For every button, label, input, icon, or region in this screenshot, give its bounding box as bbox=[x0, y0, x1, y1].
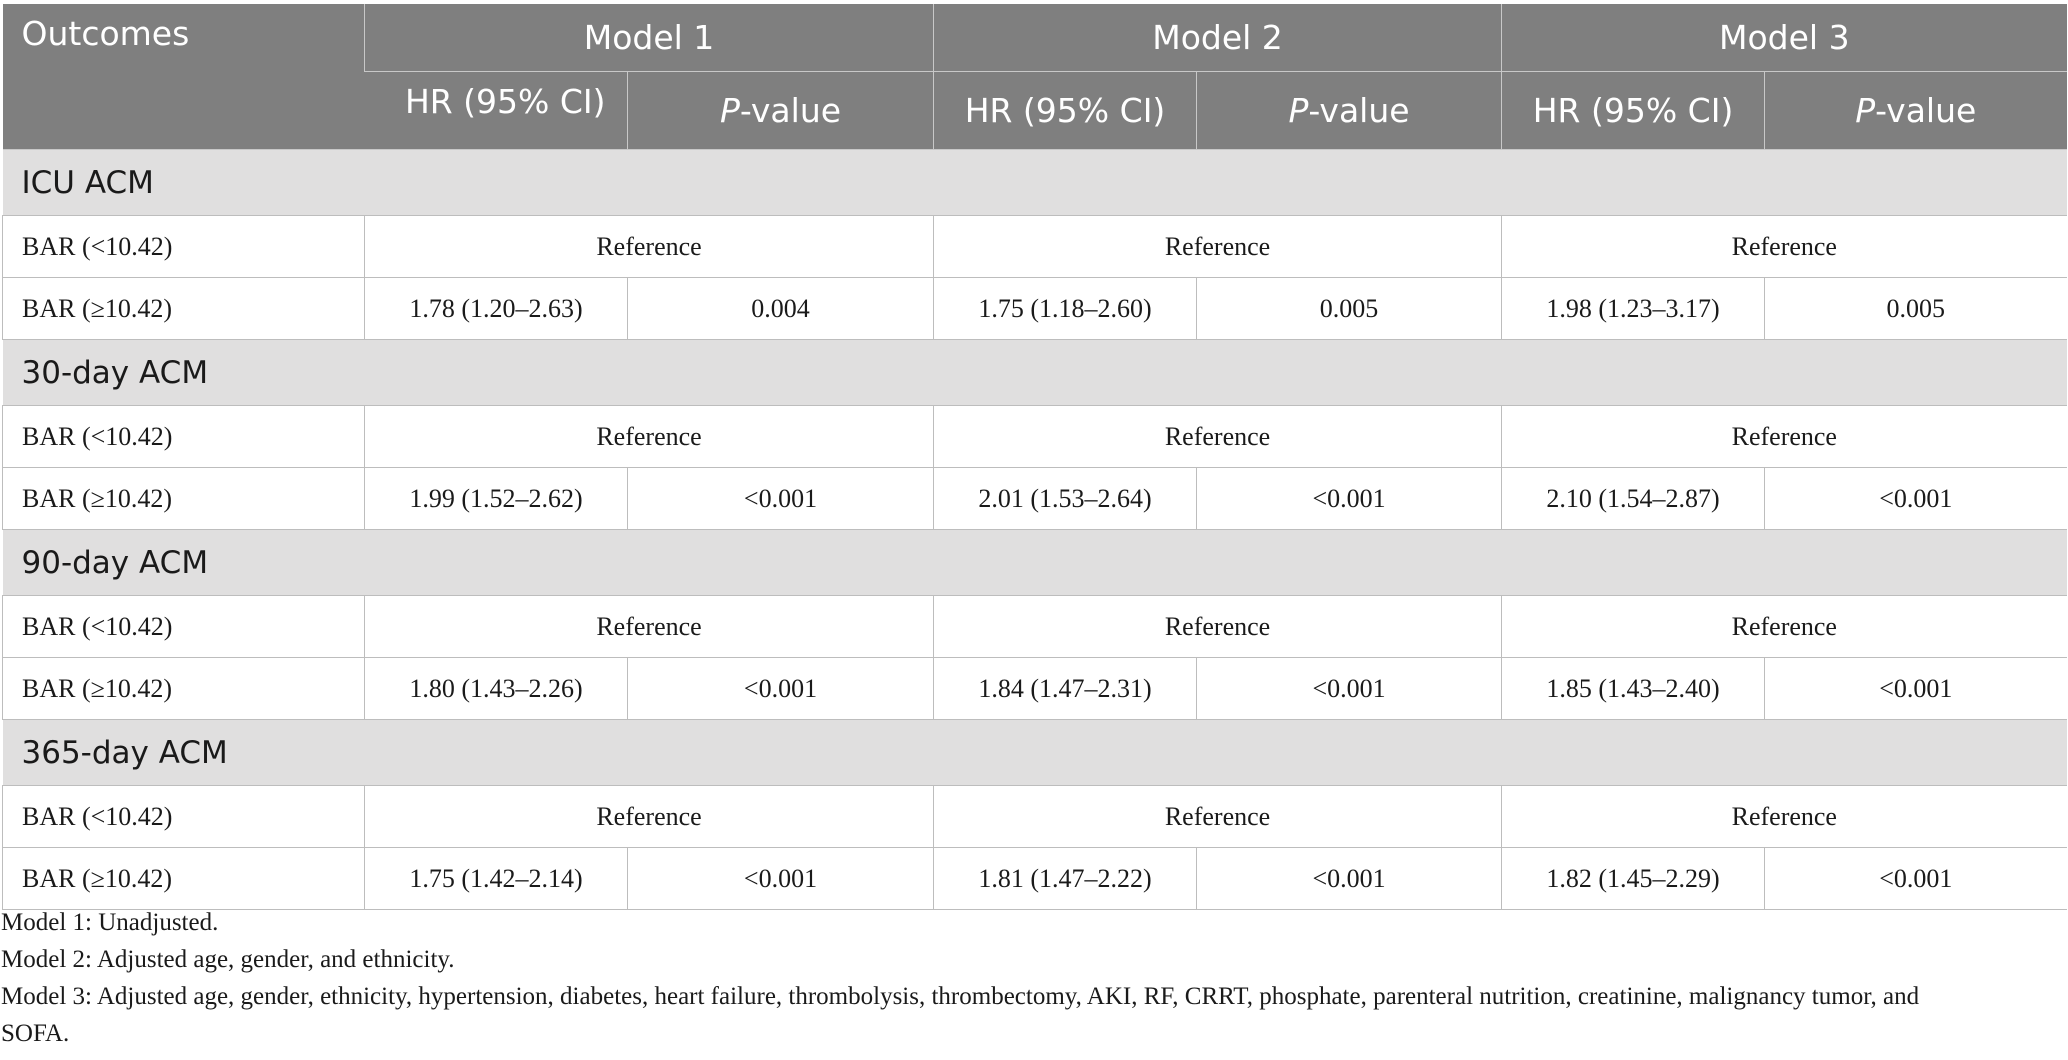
p-value-cell: <0.001 bbox=[1196, 847, 1502, 910]
p-value-header: P-value bbox=[626, 71, 934, 150]
hr-cell: 1.75 (1.18–2.60) bbox=[933, 277, 1197, 340]
hr-cell: 1.81 (1.47–2.22) bbox=[933, 847, 1197, 910]
hr-cell: 1.99 (1.52–2.62) bbox=[364, 467, 628, 530]
section-title: 365-day ACM bbox=[2, 719, 2067, 786]
hr-cell: 1.82 (1.45–2.29) bbox=[1501, 847, 1765, 910]
reference-cell: Reference bbox=[363, 595, 934, 658]
p-value-cell: 0.005 bbox=[1764, 277, 2067, 340]
hr-cell: 2.01 (1.53–2.64) bbox=[933, 467, 1197, 530]
reference-cell: Reference bbox=[1501, 215, 2067, 278]
results-table: Outcomes Model 1 Model 2 Model 3 HR (95%… bbox=[2, 4, 2067, 910]
footnote-model-3-continued: SOFA. bbox=[1, 1020, 70, 1047]
hr-cell: 1.80 (1.43–2.26) bbox=[364, 657, 628, 720]
reference-cell: Reference bbox=[933, 785, 1502, 848]
outcomes-header: Outcomes bbox=[2, 4, 365, 150]
table-row: BAR (≥10.42) 1.99 (1.52–2.62) <0.001 2.0… bbox=[2, 467, 2067, 530]
footnote-model-1: Model 1: Unadjusted. bbox=[1, 909, 219, 936]
reference-cell: Reference bbox=[1501, 595, 2067, 658]
p-value-cell: <0.001 bbox=[626, 657, 934, 720]
reference-cell: Reference bbox=[933, 215, 1502, 278]
table-header: Outcomes Model 1 Model 2 Model 3 HR (95%… bbox=[2, 4, 2067, 150]
hr-cell: 1.85 (1.43–2.40) bbox=[1501, 657, 1765, 720]
row-label: BAR (<10.42) bbox=[2, 215, 365, 278]
table-row: BAR (≥10.42) 1.78 (1.20–2.63) 0.004 1.75… bbox=[2, 277, 2067, 340]
row-label: BAR (≥10.42) bbox=[2, 847, 365, 910]
reference-cell: Reference bbox=[933, 405, 1502, 468]
table-row: BAR (≥10.42) 1.75 (1.42–2.14) <0.001 1.8… bbox=[2, 847, 2067, 910]
footnote-model-3: Model 3: Adjusted age, gender, ethnicity… bbox=[1, 983, 1920, 1010]
section-title: 30-day ACM bbox=[2, 339, 2067, 406]
row-label: BAR (<10.42) bbox=[2, 595, 365, 658]
hr-header: HR (95% CI) bbox=[933, 71, 1197, 150]
reference-cell: Reference bbox=[1501, 785, 2067, 848]
p-value-cell: <0.001 bbox=[1764, 467, 2067, 530]
section-title: ICU ACM bbox=[2, 149, 2067, 216]
hr-cell: 1.84 (1.47–2.31) bbox=[933, 657, 1197, 720]
model-1-header: Model 1 bbox=[363, 4, 934, 72]
row-label: BAR (≥10.42) bbox=[2, 277, 365, 340]
hr-cell: 1.98 (1.23–3.17) bbox=[1501, 277, 1765, 340]
table-footnotes: Model 1: Unadjusted. Model 2: Adjusted a… bbox=[1, 904, 2067, 1052]
section-title: 90-day ACM bbox=[2, 529, 2067, 596]
hr-header: HR (95% CI) bbox=[364, 71, 628, 150]
footnote-model-2: Model 2: Adjusted age, gender, and ethni… bbox=[1, 946, 455, 973]
table-row: BAR (<10.42) Reference Reference Referen… bbox=[2, 405, 2067, 468]
section-row: 90-day ACM bbox=[2, 529, 2067, 596]
p-value-cell: <0.001 bbox=[1764, 657, 2067, 720]
row-label: BAR (<10.42) bbox=[2, 405, 365, 468]
model-3-header: Model 3 bbox=[1501, 4, 2067, 72]
p-value-cell: <0.001 bbox=[1764, 847, 2067, 910]
p-value-cell: 0.005 bbox=[1196, 277, 1502, 340]
table-row: BAR (<10.42) Reference Reference Referen… bbox=[2, 595, 2067, 658]
table-row: BAR (<10.42) Reference Reference Referen… bbox=[2, 215, 2067, 278]
hr-cell: 2.10 (1.54–2.87) bbox=[1501, 467, 1765, 530]
reference-cell: Reference bbox=[363, 405, 934, 468]
reference-cell: Reference bbox=[363, 215, 934, 278]
reference-cell: Reference bbox=[1501, 405, 2067, 468]
section-row: 30-day ACM bbox=[2, 339, 2067, 406]
section-row: 365-day ACM bbox=[2, 719, 2067, 786]
p-value-header: P-value bbox=[1196, 71, 1502, 150]
p-value-cell: <0.001 bbox=[1196, 657, 1502, 720]
row-label: BAR (<10.42) bbox=[2, 785, 365, 848]
hr-cell: 1.75 (1.42–2.14) bbox=[364, 847, 628, 910]
reference-cell: Reference bbox=[363, 785, 934, 848]
row-label: BAR (≥10.42) bbox=[2, 657, 365, 720]
table-row: BAR (≥10.42) 1.80 (1.43–2.26) <0.001 1.8… bbox=[2, 657, 2067, 720]
p-value-cell: <0.001 bbox=[626, 847, 934, 910]
hr-header: HR (95% CI) bbox=[1501, 71, 1765, 150]
reference-cell: Reference bbox=[933, 595, 1502, 658]
model-2-header: Model 2 bbox=[933, 4, 1502, 72]
table-row: BAR (<10.42) Reference Reference Referen… bbox=[2, 785, 2067, 848]
section-row: ICU ACM bbox=[2, 149, 2067, 216]
p-value-header: P-value bbox=[1764, 71, 2067, 150]
row-label: BAR (≥10.42) bbox=[2, 467, 365, 530]
hr-cell: 1.78 (1.20–2.63) bbox=[364, 277, 628, 340]
p-value-cell: 0.004 bbox=[626, 277, 934, 340]
p-value-cell: <0.001 bbox=[626, 467, 934, 530]
p-value-cell: <0.001 bbox=[1196, 467, 1502, 530]
